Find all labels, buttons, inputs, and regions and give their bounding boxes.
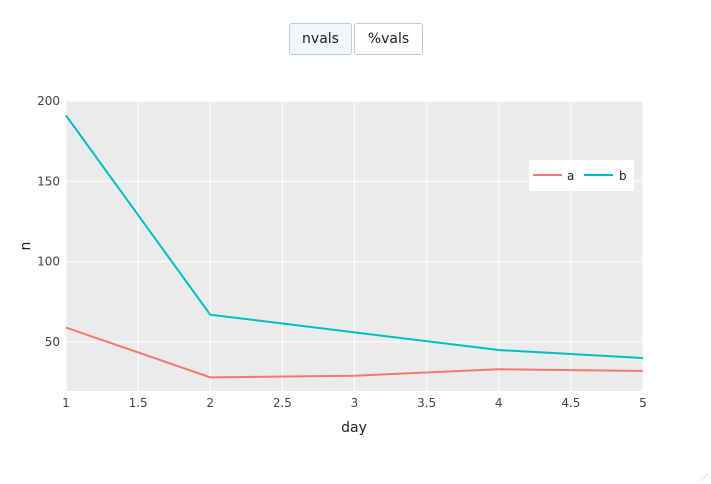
legend-label-b: b xyxy=(619,169,627,183)
legend-label-a: a xyxy=(567,169,574,183)
x-tick-label: 5 xyxy=(639,396,647,410)
x-tick-label: 4 xyxy=(495,396,503,410)
nvals-button[interactable]: nvals xyxy=(289,23,352,55)
y-axis-label: n xyxy=(18,242,34,251)
legend: a b xyxy=(529,160,634,191)
x-tick-label: 2.5 xyxy=(273,396,292,410)
x-tick-label: 2 xyxy=(206,396,214,410)
y-tick-label: 50 xyxy=(45,335,60,349)
x-tick-label: 3 xyxy=(351,396,359,410)
x-tick-label: 3.5 xyxy=(417,396,436,410)
resize-handle[interactable]: ⋰ xyxy=(700,473,708,482)
x-tick-label: 4.5 xyxy=(561,396,580,410)
x-tick-label: 1.5 xyxy=(129,396,148,410)
x-axis-label: day xyxy=(341,420,367,436)
y-tick-label: 200 xyxy=(37,94,60,108)
x-tick-label: 1 xyxy=(62,396,70,410)
pct-vals-button[interactable]: %vals xyxy=(354,23,423,55)
y-tick-label: 150 xyxy=(37,174,60,188)
y-tick-label: 100 xyxy=(37,255,60,269)
